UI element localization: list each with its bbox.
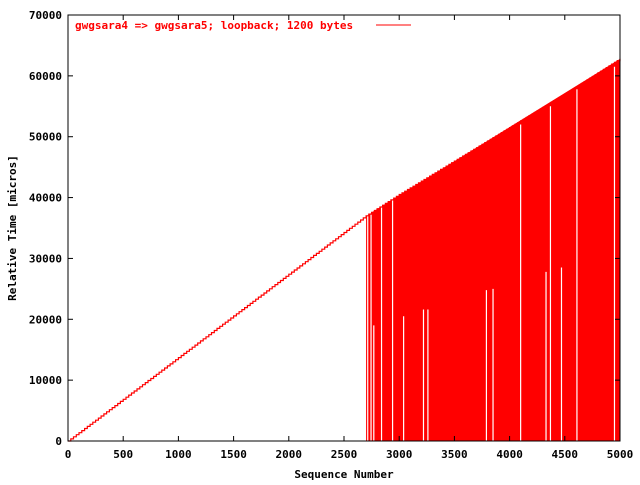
- series-line: [68, 58, 621, 442]
- x-axis-label: Sequence Number: [294, 468, 394, 480]
- y-tick-label: 60000: [29, 70, 62, 83]
- x-ticks: 0 500 1000 1500 2000 2500 3000 3500 4000 4500 5000: [65, 15, 634, 461]
- x-tick-label: 1500: [220, 448, 247, 461]
- x-tick-label: 4000: [496, 448, 523, 461]
- x-tick-label: 2500: [331, 448, 358, 461]
- fill-layer: [366, 58, 620, 442]
- y-tick-label: 10000: [29, 374, 62, 387]
- y-ticks: 0 10000 20000 30000 40000 50000 60000 70000: [29, 9, 620, 448]
- y-tick-label: 30000: [29, 252, 62, 265]
- spike-fill-area: [366, 58, 620, 442]
- y-tick-label: 70000: [29, 9, 62, 22]
- y-tick-label: 20000: [29, 313, 62, 326]
- legend-label: gwgsara4 => gwgsara5; loopback; 1200 byt…: [75, 19, 353, 32]
- y-tick-label: 40000: [29, 192, 62, 205]
- x-tick-label: 4500: [552, 448, 579, 461]
- gap-layer: [367, 66, 616, 441]
- x-tick-label: 2000: [276, 448, 303, 461]
- x-tick-label: 1000: [165, 448, 192, 461]
- x-tick-label: 0: [65, 448, 72, 461]
- x-tick-label: 3000: [386, 448, 413, 461]
- y-axis-label: Relative Time [micros]: [6, 155, 19, 301]
- x-tick-label: 500: [113, 448, 133, 461]
- x-tick-label: 5000: [607, 448, 634, 461]
- x-tick-label: 3500: [441, 448, 468, 461]
- y-tick-label: 0: [55, 435, 62, 448]
- y-tick-label: 50000: [29, 131, 62, 144]
